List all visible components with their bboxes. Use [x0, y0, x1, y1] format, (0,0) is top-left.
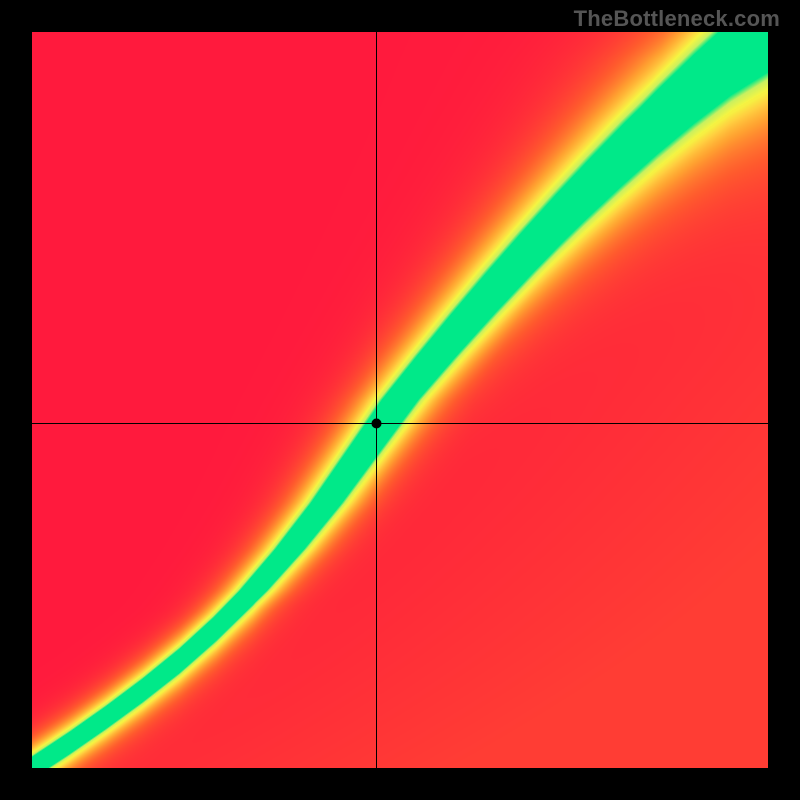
plot-area	[32, 32, 768, 768]
chart-container: TheBottleneck.com	[0, 0, 800, 800]
watermark-text: TheBottleneck.com	[574, 6, 780, 32]
heatmap-canvas	[32, 32, 768, 768]
